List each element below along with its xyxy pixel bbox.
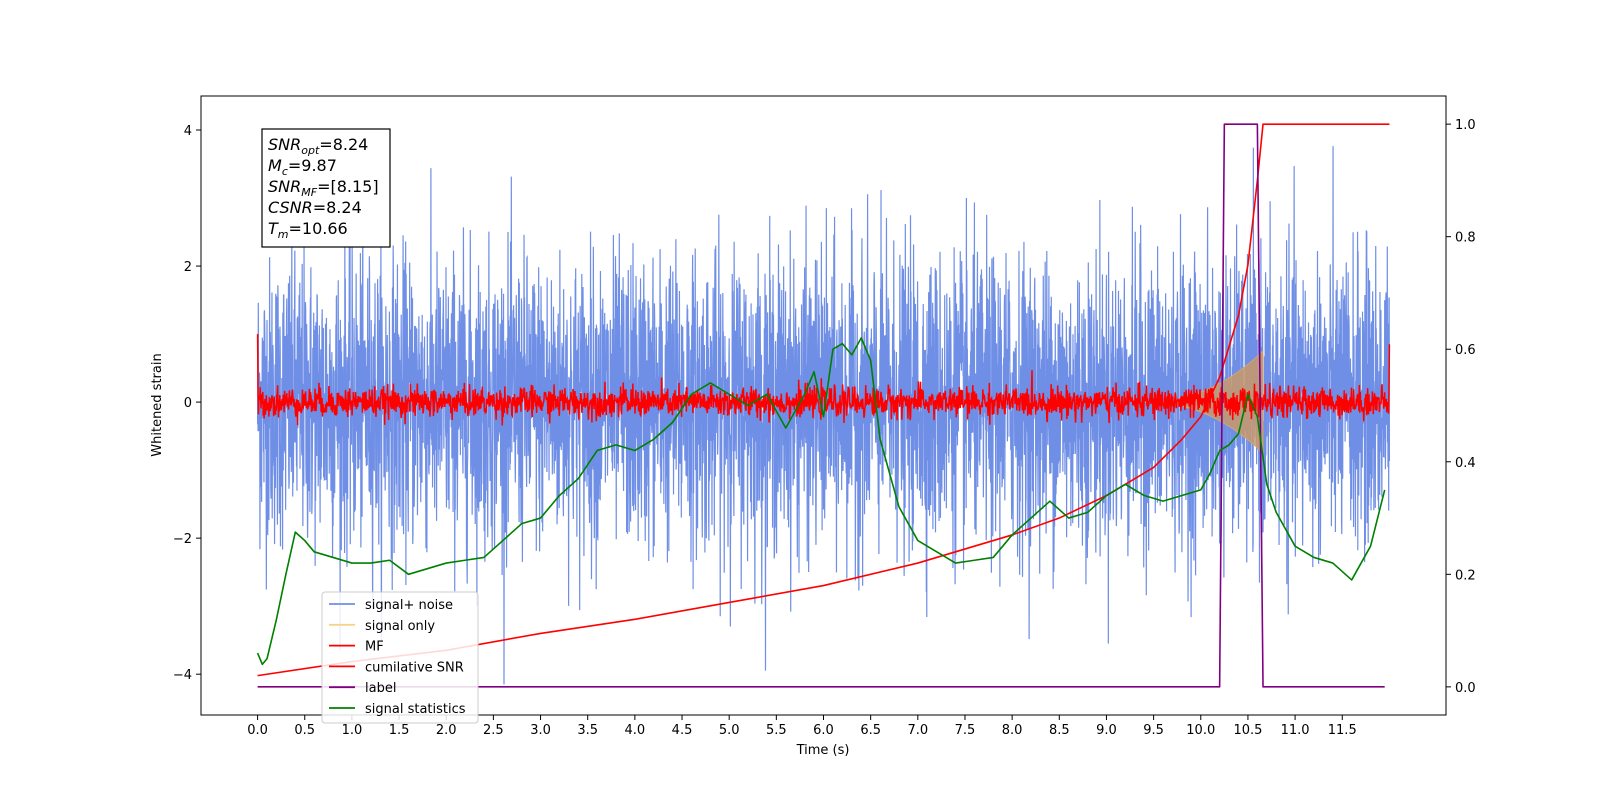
annotation-value: =10.66 xyxy=(289,219,348,238)
annotation-value: =[8.15] xyxy=(317,177,379,196)
series-layer xyxy=(256,123,1391,688)
x-tick-label: 11.5 xyxy=(1328,723,1357,738)
x-tick-label: 5.0 xyxy=(719,723,740,738)
annotation-symbol: M xyxy=(268,156,282,175)
x-tick-label: 3.0 xyxy=(530,723,551,738)
y-right-tick-label: 0.4 xyxy=(1455,456,1476,471)
y-left-tick-label: 4 xyxy=(184,124,192,139)
x-tick-label: 7.0 xyxy=(907,723,928,738)
annotation-symbol: CSNR xyxy=(268,198,313,217)
x-tick-label: 9.5 xyxy=(1143,723,1164,738)
x-tick-label: 8.5 xyxy=(1049,723,1070,738)
x-tick-label: 7.5 xyxy=(955,723,976,738)
annotation-symbol: SNR xyxy=(268,135,301,154)
annotation-value: =8.24 xyxy=(313,198,362,217)
y-left-tick-label: 0 xyxy=(184,396,192,411)
legend-label: signal statistics xyxy=(365,702,466,717)
y-right-tick-label: 0.0 xyxy=(1455,681,1476,696)
legend-label: MF xyxy=(365,640,384,655)
x-tick-label: 10.5 xyxy=(1233,723,1262,738)
x-tick-label: 4.0 xyxy=(625,723,646,738)
annotation-line: Mc=9.87 xyxy=(268,156,337,178)
annotation-symbol: T xyxy=(268,219,279,238)
annotation-subscript: opt xyxy=(301,144,320,157)
series-signal-noise xyxy=(256,146,1391,685)
x-tick-label: 6.0 xyxy=(813,723,834,738)
series-label xyxy=(257,123,1385,688)
y-left-tick-label: 2 xyxy=(184,260,192,275)
x-tick-label: 0.0 xyxy=(247,723,268,738)
x-tick-label: 3.5 xyxy=(577,723,598,738)
x-tick-label: 10.0 xyxy=(1186,723,1215,738)
y-right-tick-label: 1.0 xyxy=(1455,118,1476,133)
legend-label: label xyxy=(365,681,396,696)
annotation-subscript: m xyxy=(278,228,289,241)
y-left-tick-label: −4 xyxy=(173,668,192,683)
legend: signal+ noise signal only MF cumilative SNR… xyxy=(321,591,479,724)
legend-frame xyxy=(321,591,479,724)
y-axis-label: Whitened strain xyxy=(150,353,165,456)
annotation-frame xyxy=(261,128,391,248)
y-right-tick-label: 0.8 xyxy=(1455,231,1476,246)
x-tick-label: 9.0 xyxy=(1096,723,1117,738)
x-tick-label: 6.5 xyxy=(860,723,881,738)
annotation-subscript: MF xyxy=(301,186,317,199)
x-axis: 0.0 0.5 1.0 1.5 2.0 2.5 3.0 3.5 4.0 4.5 5.0 5.5 6.0 6… xyxy=(247,715,1357,738)
x-tick-label: 0.5 xyxy=(294,723,315,738)
legend-label: signal only xyxy=(365,619,435,634)
series-cumulative-snr xyxy=(257,123,1390,677)
x-tick-label: 5.5 xyxy=(766,723,787,738)
annotation-line: SNRMF=[8.15] xyxy=(268,177,379,199)
annotation-line: Tm=10.66 xyxy=(268,219,348,241)
series-signal-statistics xyxy=(256,337,1386,666)
y-left-axis: −4 −2 0 2 4 xyxy=(173,124,201,683)
y-right-tick-label: 0.6 xyxy=(1455,343,1476,358)
x-tick-label: 2.0 xyxy=(436,723,457,738)
annotation-line: SNRopt=8.24 xyxy=(268,135,368,157)
annotation-value: =8.24 xyxy=(319,135,368,154)
x-tick-label: 1.0 xyxy=(342,723,363,738)
legend-label: signal+ noise xyxy=(365,598,453,613)
legend-label: cumilative SNR xyxy=(365,660,464,675)
y-right-tick-label: 0.2 xyxy=(1455,568,1476,583)
series-mf xyxy=(256,334,1391,426)
y-left-tick-label: −2 xyxy=(173,532,192,547)
x-tick-label: 11.0 xyxy=(1281,723,1310,738)
annotation-line: CSNR=8.24 xyxy=(268,198,362,217)
x-axis-label: Time (s) xyxy=(796,743,850,758)
y-right-axis: 0.0 0.2 0.4 0.6 0.8 1.0 xyxy=(1446,118,1476,696)
x-tick-label: 2.5 xyxy=(483,723,504,738)
x-tick-label: 4.5 xyxy=(672,723,693,738)
annotation-box: SNRopt=8.24Mc=9.87SNRMF=[8.15]CSNR=8.24T… xyxy=(261,128,391,248)
x-tick-label: 1.5 xyxy=(389,723,410,738)
annotation-value: =9.87 xyxy=(288,156,337,175)
annotation-symbol: SNR xyxy=(268,177,301,196)
x-tick-label: 8.0 xyxy=(1002,723,1023,738)
annotation-subscript: c xyxy=(282,165,288,178)
